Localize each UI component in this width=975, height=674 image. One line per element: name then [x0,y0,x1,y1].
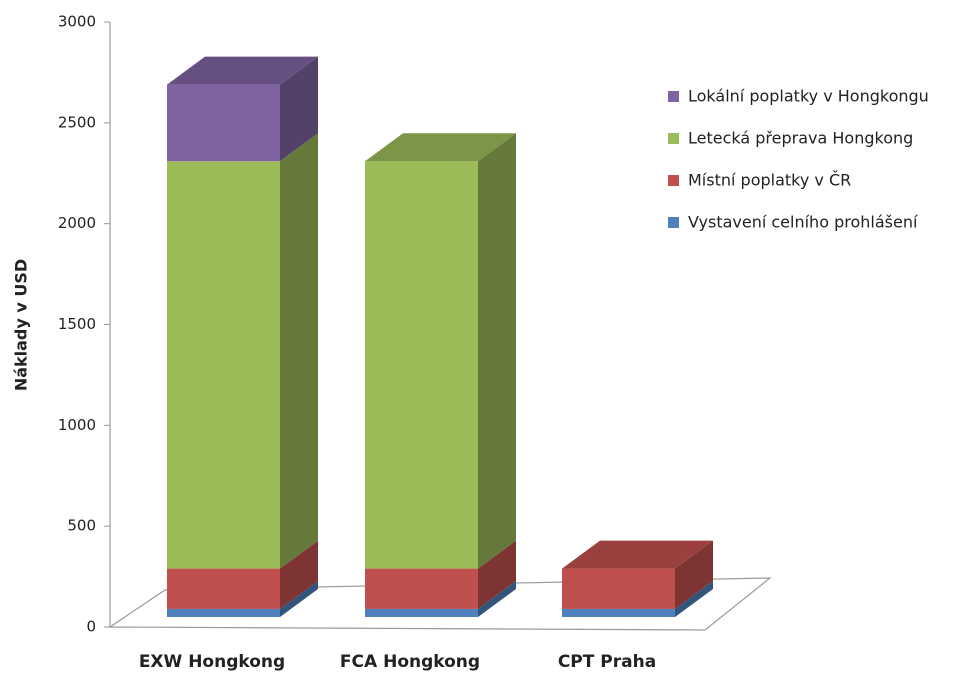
bar-front [167,608,280,617]
y-axis-title: Náklady v USD [12,259,31,391]
legend-swatch [668,133,679,144]
bar-top [365,133,516,162]
y-tick-label: 1000 [58,416,96,434]
legend-swatch [668,91,679,102]
bar-top [562,540,713,569]
bar-side [280,580,318,617]
bar-side [478,133,516,569]
legend-label: Místní poplatky v ČR [688,171,851,190]
bar-front [365,568,478,609]
bar-front [562,568,675,609]
y-tick-label: 2500 [58,113,96,131]
bar-front [365,161,478,569]
bar-top [167,56,318,85]
bar-side [478,580,516,617]
bar-side [675,580,713,617]
bar-front [365,608,478,617]
y-tick-label: 0 [86,618,96,636]
bar-side [675,540,713,609]
floor [108,577,772,631]
bar-front [167,568,280,609]
bar-side [478,540,516,609]
legend-label: Vystavení celního prohlášení [688,213,918,232]
bar-front [167,84,280,162]
x-tick-label: FCA Hongkong [340,652,480,672]
bar-front [562,608,675,617]
x-tick-label: CPT Praha [558,652,656,672]
y-tick-label: 1500 [58,315,96,333]
bar-side [280,56,318,162]
bar-side [280,540,318,609]
y-tick-label: 2000 [58,214,96,232]
legend-swatch [668,217,679,228]
legend-label: Letecká přeprava Hongkong [688,129,913,148]
y-tick-label: 500 [67,517,96,535]
legend-swatch [668,175,679,186]
bar-side [280,133,318,569]
legend-label: Lokální poplatky v Hongkongu [688,87,929,106]
x-tick-label: EXW Hongkong [139,652,285,672]
bar-front [167,161,280,569]
y-tick-label: 3000 [58,13,96,31]
